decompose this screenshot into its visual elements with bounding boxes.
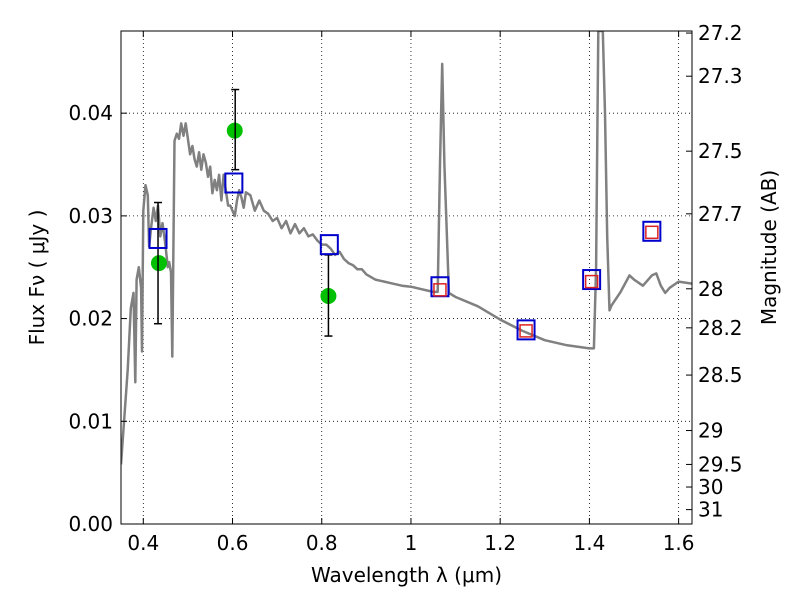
y2-tick-label: 29.5 [698,452,743,476]
y-axis-label: Flux Fν ( μJy ) [25,210,49,346]
y2-tick-label: 30 [698,475,723,499]
predicted-flux-square [645,225,659,240]
model-band-flux-square [516,319,536,341]
x-tick-label: 1.2 [484,531,516,555]
grid [121,31,692,525]
predicted-flux-square [519,324,533,338]
model-band-flux-square [582,269,602,291]
model-band-flux-square [642,220,662,242]
x-tick-label: 1 [405,531,418,555]
y2-tick-label: 28.2 [698,316,743,340]
y2-axis-label: Magnitude (AB) [757,170,781,325]
y-tick-label: 0.03 [68,204,113,228]
predicted-flux-square [433,283,447,297]
y2-tick-label: 27.5 [698,139,743,163]
model-band-flux-square [224,172,244,194]
y2-tick-label: 27.3 [698,64,743,88]
x-tick-label: 1.4 [573,531,605,555]
y2-tick-label: 27.2 [698,21,743,45]
plot-area [121,31,692,465]
x-axis-label: Wavelength λ (μm) [311,563,502,587]
x-tick-label: 0.6 [217,531,249,555]
ticks: 0.4 0.6 0.8 1 1.2 1.4 1.6 0.00 0.01 0.02 0.03 0.04 2… [68,21,742,555]
y2-tick-label: 27.7 [698,202,743,226]
y-tick-label: 0.00 [68,512,113,536]
x-tick-label: 0.8 [306,531,338,555]
model-band-flux-square [148,227,168,249]
y-tick-label: 0.04 [68,101,113,125]
x-tick-label: 1.6 [663,531,695,555]
axes-frame [120,30,693,525]
y2-tick-label: 31 [698,498,723,522]
y2-tick-label: 28 [698,277,723,301]
model-band-flux-square [319,234,339,256]
y-tick-label: 0.02 [68,307,113,331]
y-tick-label: 0.01 [68,409,113,433]
y2-tick-label: 29 [698,419,723,443]
y2-tick-label: 28.5 [698,363,743,387]
x-tick-label: 0.4 [127,531,159,555]
observed-flux-point [150,255,167,272]
model-spectrum-line [121,31,692,465]
predicted-flux-square [584,274,599,289]
